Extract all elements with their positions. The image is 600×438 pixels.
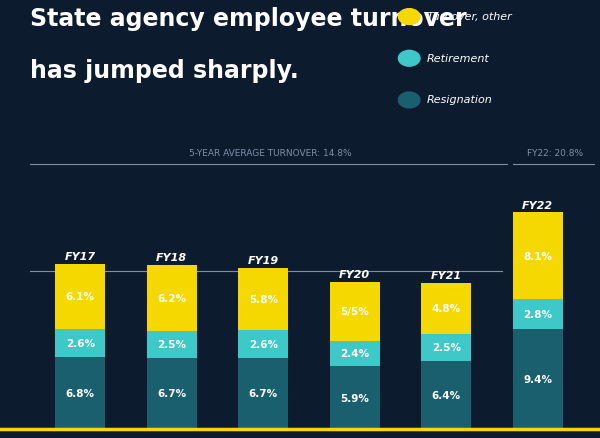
Text: 4.8%: 4.8% (431, 304, 461, 314)
Text: FY20: FY20 (339, 269, 370, 279)
Text: FY18: FY18 (156, 252, 187, 262)
Text: State agency employee turnover: State agency employee turnover (30, 7, 467, 31)
Text: FY22: 20.8%: FY22: 20.8% (527, 148, 583, 158)
Text: 6.7%: 6.7% (248, 389, 278, 399)
Text: 2.5%: 2.5% (432, 343, 461, 353)
Text: 8.1%: 8.1% (523, 251, 552, 261)
Text: 2.6%: 2.6% (249, 339, 278, 349)
Bar (421, 361, 472, 429)
Text: Resignation: Resignation (427, 95, 493, 105)
Bar (512, 329, 563, 429)
Text: 2.4%: 2.4% (340, 349, 370, 359)
Text: 6.7%: 6.7% (157, 389, 187, 399)
Text: 2.5%: 2.5% (157, 339, 186, 350)
Text: 9.4%: 9.4% (523, 374, 552, 384)
Text: 5.8%: 5.8% (249, 294, 278, 304)
Bar (55, 329, 106, 357)
Bar (238, 268, 289, 330)
Text: 5-YEAR AVERAGE TURNOVER: 14.8%: 5-YEAR AVERAGE TURNOVER: 14.8% (188, 148, 352, 158)
Text: 6.1%: 6.1% (66, 291, 95, 301)
Bar (55, 264, 106, 329)
Bar (238, 358, 289, 429)
Bar (421, 283, 472, 334)
Bar (421, 334, 472, 361)
Bar (512, 299, 563, 329)
Text: FY22: FY22 (522, 200, 553, 210)
Bar (55, 357, 106, 429)
Text: 6.8%: 6.8% (66, 388, 95, 398)
Text: 2.6%: 2.6% (66, 338, 95, 348)
Bar (146, 358, 197, 429)
Text: FY17: FY17 (65, 251, 96, 261)
Bar (329, 366, 380, 429)
Text: has jumped sharply.: has jumped sharply. (30, 59, 299, 83)
Text: Retirement: Retirement (427, 53, 490, 64)
Bar (238, 330, 289, 358)
Bar (329, 282, 380, 341)
Text: 5/5%: 5/5% (340, 307, 369, 316)
Text: 5.9%: 5.9% (340, 393, 369, 403)
Text: FY19: FY19 (248, 255, 279, 265)
Text: Turnover, other: Turnover, other (427, 12, 512, 22)
Text: 6.2%: 6.2% (157, 293, 186, 303)
Bar (329, 341, 380, 366)
Text: 6.4%: 6.4% (431, 390, 461, 400)
Bar (146, 331, 197, 358)
Bar (146, 265, 197, 331)
Text: FY21: FY21 (431, 271, 462, 280)
Bar (512, 213, 563, 299)
Text: 2.8%: 2.8% (523, 309, 552, 319)
